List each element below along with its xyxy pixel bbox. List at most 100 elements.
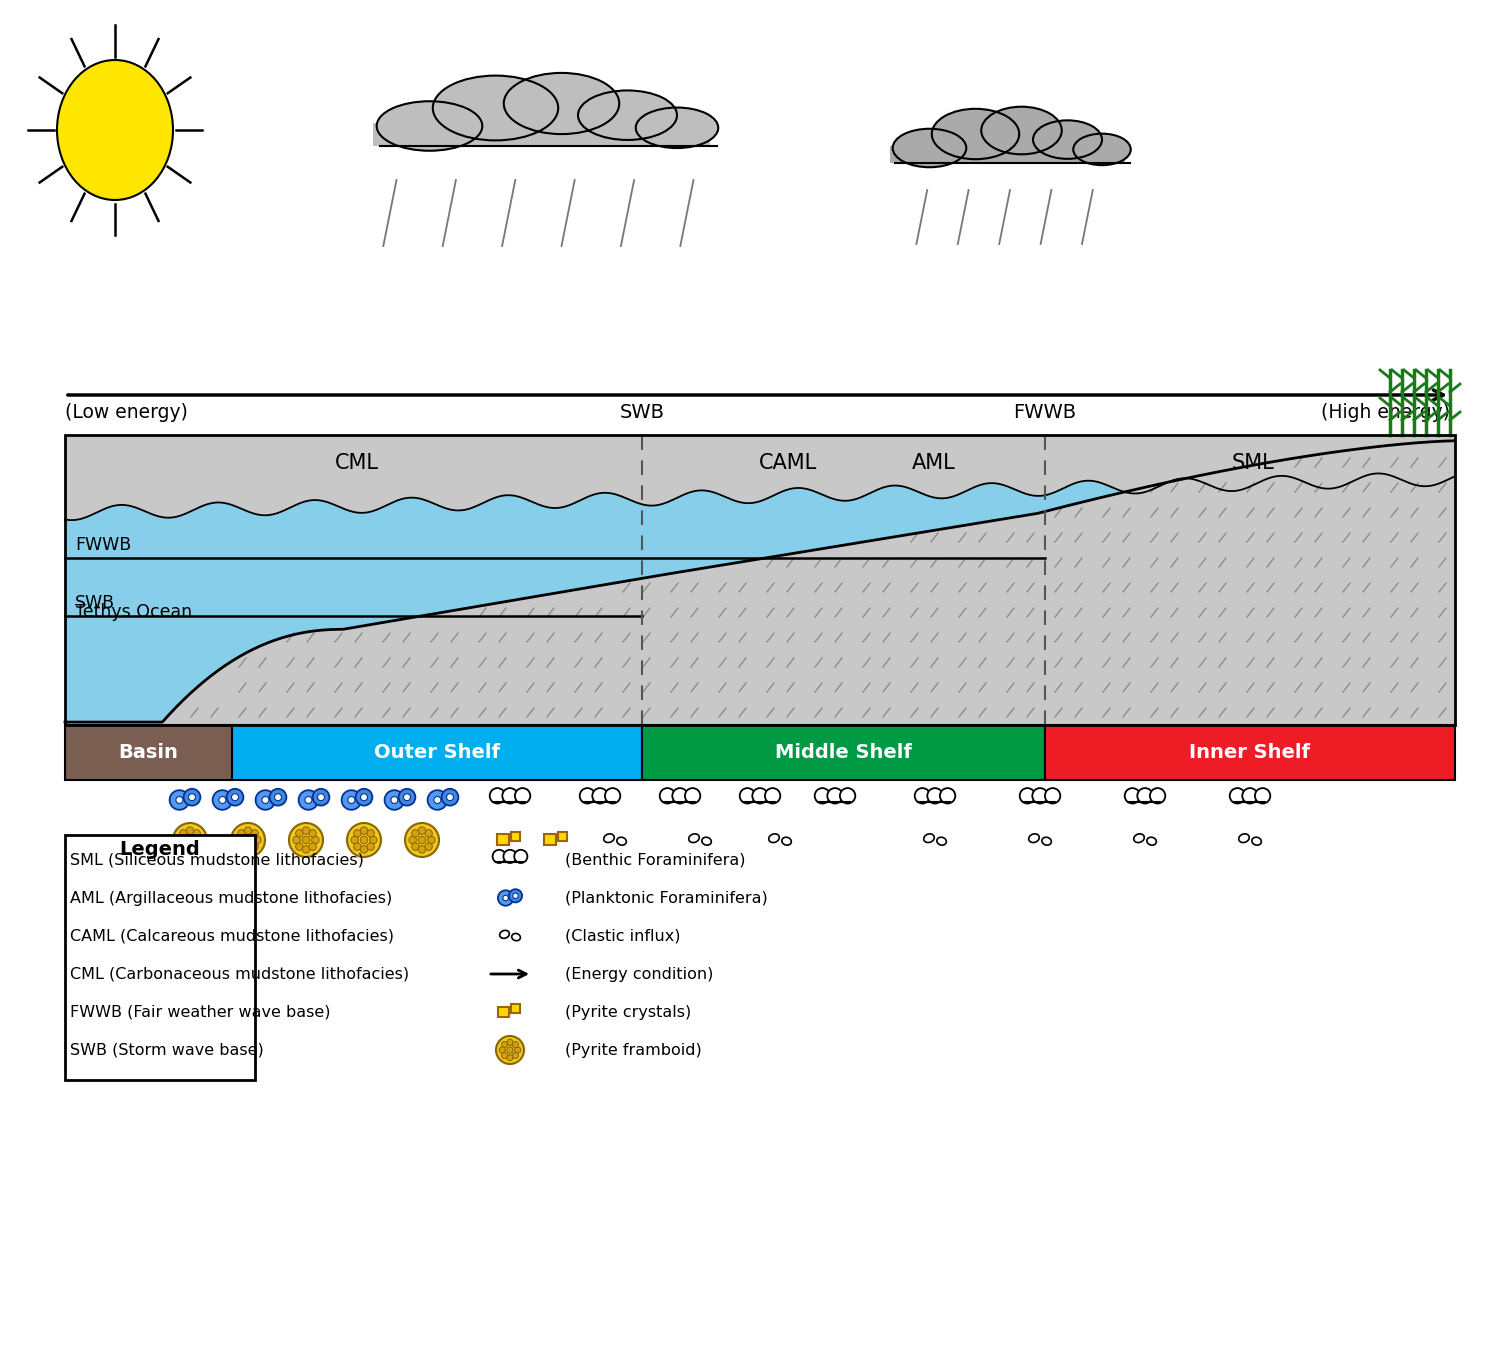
Circle shape — [180, 843, 187, 850]
Circle shape — [256, 791, 276, 810]
Circle shape — [351, 837, 358, 843]
Circle shape — [1243, 788, 1258, 803]
Circle shape — [274, 794, 282, 800]
Circle shape — [660, 788, 675, 803]
Ellipse shape — [433, 75, 558, 140]
Ellipse shape — [937, 837, 946, 845]
Ellipse shape — [769, 834, 779, 842]
Circle shape — [490, 788, 505, 803]
Circle shape — [403, 794, 411, 800]
Circle shape — [580, 788, 595, 803]
Circle shape — [418, 837, 426, 843]
Ellipse shape — [1238, 834, 1249, 842]
Circle shape — [1033, 788, 1048, 803]
Circle shape — [685, 788, 700, 803]
Circle shape — [186, 837, 193, 843]
Circle shape — [507, 1054, 513, 1061]
Ellipse shape — [1133, 834, 1144, 842]
Text: (Low energy): (Low energy) — [64, 404, 187, 422]
Circle shape — [298, 791, 318, 810]
Circle shape — [304, 796, 312, 803]
Circle shape — [250, 843, 258, 850]
Circle shape — [739, 788, 755, 803]
Circle shape — [504, 850, 517, 863]
Ellipse shape — [893, 129, 967, 167]
Circle shape — [507, 1046, 513, 1053]
Text: FWWB: FWWB — [75, 537, 132, 554]
Bar — [1045, 725, 1456, 780]
Circle shape — [427, 791, 447, 810]
Text: CML: CML — [334, 453, 379, 473]
Circle shape — [348, 796, 355, 803]
Text: (Benthic Foraminifera): (Benthic Foraminifera) — [565, 853, 745, 868]
Ellipse shape — [1073, 133, 1130, 165]
Text: (High energy): (High energy) — [1321, 404, 1450, 422]
Bar — [64, 725, 232, 780]
Circle shape — [433, 796, 441, 803]
Circle shape — [514, 1046, 520, 1053]
Text: Tethys Ocean: Tethys Ocean — [75, 604, 192, 621]
Circle shape — [355, 788, 372, 806]
Ellipse shape — [376, 101, 483, 151]
Circle shape — [1019, 788, 1036, 803]
Bar — [558, 831, 568, 841]
Circle shape — [313, 788, 330, 806]
Ellipse shape — [618, 837, 627, 845]
Circle shape — [303, 827, 310, 834]
Circle shape — [513, 1041, 519, 1048]
Circle shape — [186, 846, 193, 853]
Bar — [64, 835, 255, 1080]
Ellipse shape — [982, 106, 1061, 155]
Circle shape — [289, 823, 322, 857]
Circle shape — [262, 796, 268, 803]
Text: (Pyrite framboid): (Pyrite framboid) — [565, 1042, 702, 1057]
Circle shape — [295, 830, 303, 837]
Circle shape — [418, 827, 426, 834]
Circle shape — [1150, 788, 1165, 803]
Text: (Clastic influx): (Clastic influx) — [565, 928, 681, 943]
Circle shape — [370, 837, 378, 843]
Circle shape — [827, 788, 842, 803]
Circle shape — [1255, 788, 1270, 803]
Circle shape — [169, 791, 189, 810]
Circle shape — [360, 846, 367, 853]
Ellipse shape — [923, 834, 934, 842]
Circle shape — [193, 843, 201, 850]
Circle shape — [213, 791, 232, 810]
Circle shape — [502, 1041, 508, 1048]
Circle shape — [752, 788, 767, 803]
Circle shape — [493, 850, 505, 863]
Circle shape — [498, 890, 513, 905]
Circle shape — [270, 788, 286, 806]
Bar — [498, 834, 508, 845]
Circle shape — [940, 788, 955, 803]
Circle shape — [672, 788, 688, 803]
Text: SWB: SWB — [75, 594, 115, 612]
Text: SWB (Storm wave base): SWB (Storm wave base) — [70, 1042, 264, 1057]
Circle shape — [309, 843, 316, 850]
Circle shape — [360, 837, 367, 843]
Bar — [642, 725, 1045, 780]
Circle shape — [354, 830, 361, 837]
Circle shape — [418, 846, 426, 853]
Bar — [232, 725, 642, 780]
Circle shape — [502, 896, 508, 901]
Circle shape — [592, 788, 607, 803]
Ellipse shape — [604, 834, 615, 842]
Circle shape — [235, 837, 243, 843]
Ellipse shape — [511, 933, 520, 940]
Circle shape — [513, 893, 519, 898]
Circle shape — [391, 796, 397, 803]
Text: SML: SML — [1232, 453, 1274, 473]
Circle shape — [231, 823, 265, 857]
Circle shape — [367, 830, 375, 837]
Circle shape — [342, 791, 361, 810]
Circle shape — [606, 788, 621, 803]
Circle shape — [292, 837, 300, 843]
Circle shape — [499, 1046, 505, 1053]
Circle shape — [175, 796, 183, 803]
Circle shape — [502, 788, 517, 803]
Ellipse shape — [579, 90, 678, 140]
Circle shape — [303, 837, 310, 843]
Text: FWWB: FWWB — [1013, 404, 1076, 422]
